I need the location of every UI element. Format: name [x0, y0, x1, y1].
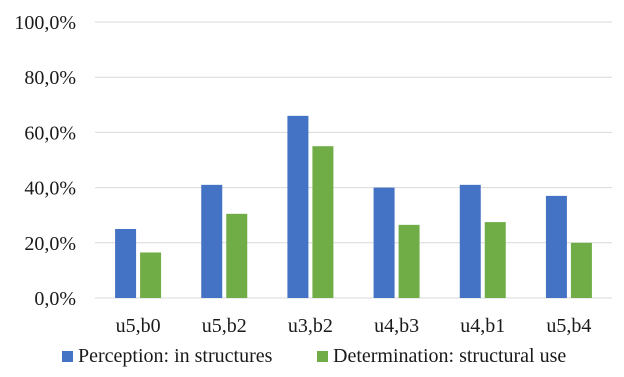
- legend-label: Determination: structural use: [333, 345, 566, 367]
- bar-perception: [115, 229, 137, 298]
- legend-swatch: [62, 351, 73, 362]
- x-tick-label: u3,b2: [288, 315, 333, 337]
- bar-perception: [373, 187, 395, 298]
- y-tick-label: 40,0%: [24, 178, 76, 200]
- bar-perception: [287, 115, 309, 298]
- x-tick-label: u5,b2: [202, 315, 247, 337]
- y-axis-ticks: 0,0% 20,0% 40,0% 60,0% 80,0% 100,0%: [14, 12, 76, 310]
- bar-perception: [459, 184, 481, 298]
- legend: Perception: in structures Determination: …: [62, 345, 566, 367]
- y-tick-label: 60,0%: [24, 122, 76, 144]
- bar-determination: [140, 252, 162, 298]
- y-tick-label: 0,0%: [34, 288, 76, 310]
- x-axis-ticks: u5,b0 u5,b2 u3,b2 u4,b3 u4,b1 u5,b4: [116, 315, 592, 337]
- bars: [115, 115, 592, 298]
- bar-determination: [312, 146, 334, 298]
- bar-perception: [201, 184, 223, 298]
- bar-determination: [484, 222, 506, 298]
- y-tick-label: 100,0%: [14, 12, 76, 34]
- bar-determination: [570, 242, 592, 298]
- bar-determination: [226, 213, 248, 298]
- x-tick-label: u4,b1: [460, 315, 505, 337]
- y-tick-label: 20,0%: [24, 233, 76, 255]
- legend-swatch: [317, 351, 328, 362]
- x-tick-label: u5,b0: [116, 315, 161, 337]
- gridlines: [95, 21, 612, 299]
- bar-determination: [398, 224, 420, 298]
- y-tick-label: 80,0%: [24, 67, 76, 89]
- bar-perception: [545, 195, 567, 298]
- x-tick-label: u5,b4: [546, 315, 591, 337]
- legend-label: Perception: in structures: [78, 345, 273, 367]
- x-tick-label: u4,b3: [374, 315, 419, 337]
